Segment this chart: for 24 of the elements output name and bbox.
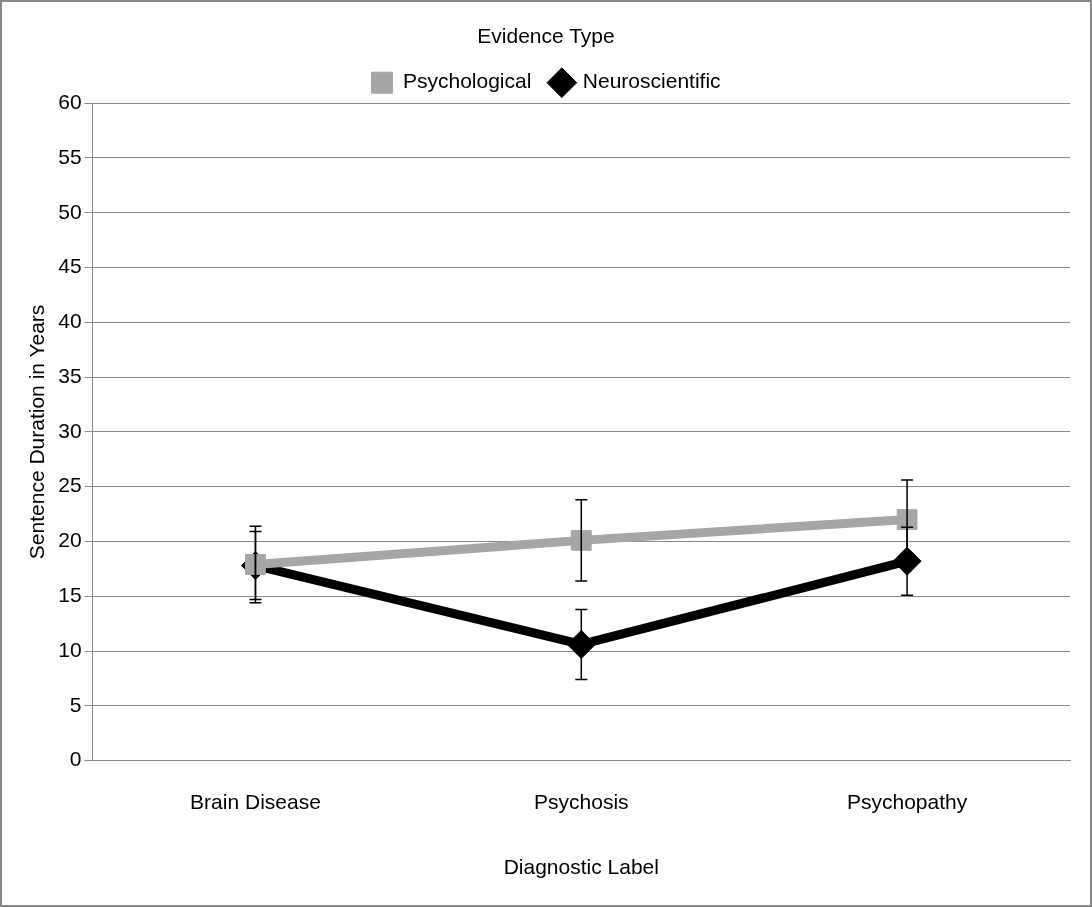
point bbox=[566, 629, 596, 659]
y-tick-label: 50 bbox=[58, 199, 82, 223]
y-tick-label: 45 bbox=[58, 254, 82, 278]
x-tick-label: Psychosis bbox=[534, 790, 629, 813]
y-tick-label: 30 bbox=[58, 418, 82, 442]
y-tick-label: 10 bbox=[58, 637, 82, 661]
y-tick-label: 0 bbox=[69, 747, 82, 771]
y-tick-label: 40 bbox=[58, 309, 82, 333]
point bbox=[245, 554, 266, 575]
y-axis-title: Sentence Duration in Years bbox=[25, 304, 49, 560]
y-tick-label: 55 bbox=[58, 144, 82, 168]
point bbox=[570, 529, 592, 551]
y-tick-label: 35 bbox=[58, 363, 82, 387]
x-tick-label: Psychopathy bbox=[846, 790, 968, 813]
x-tick-label: Brain Disease bbox=[190, 790, 321, 813]
y-tick-label: 20 bbox=[58, 528, 82, 552]
y-tick-label: 15 bbox=[58, 583, 82, 607]
legend-title: Evidence Type bbox=[477, 24, 615, 48]
legend-label: Neuroscientific bbox=[582, 69, 721, 93]
y-tick-label: 5 bbox=[69, 692, 82, 716]
legend-label: Psychological bbox=[402, 69, 532, 93]
y-tick-label: 60 bbox=[58, 90, 82, 113]
y-tick-label: 25 bbox=[58, 473, 82, 497]
x-axis-title: Diagnostic Label bbox=[503, 855, 659, 879]
